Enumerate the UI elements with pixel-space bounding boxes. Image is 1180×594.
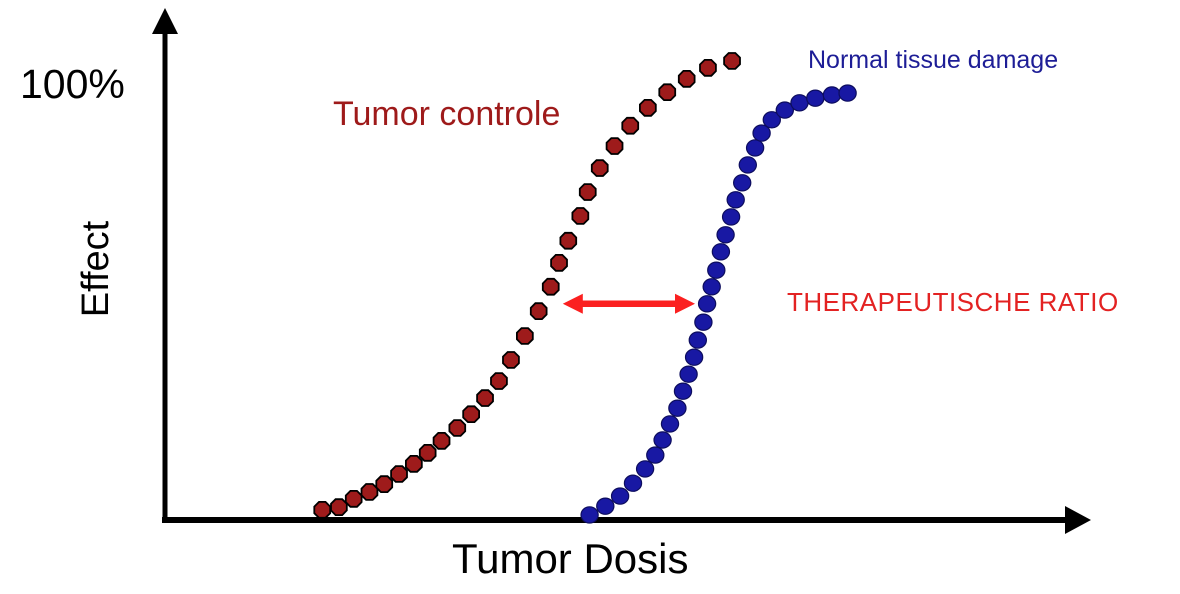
normal-tissue-series-label: Normal tissue damage [808,46,1059,74]
normal-tissue-dot [580,506,599,524]
ratio-arrowhead-right-icon [675,293,695,314]
therapeutic-ratio-label: THERAPEUTISCHE RATIO [787,287,1119,317]
tumor-controle-series-label: Tumor controle [333,95,561,133]
tumor-controle-dot [723,52,741,70]
normal-tissue-dot [596,497,615,515]
normal-tissue-dot [679,365,698,383]
tumor-controle-dot [330,498,348,516]
tumor-controle-dot [590,159,609,177]
tumor-controle-dot [502,351,520,369]
normal-tissue-dot [684,348,704,366]
tumor-controle-dot [605,137,624,155]
tumor-controle-dot [476,389,494,407]
tumor-controle-dot [390,465,408,483]
normal-tissue-dot [838,84,857,102]
normal-tissue-dot [711,243,731,261]
normal-tissue-dot [806,89,825,107]
normal-tissue-dot [653,431,672,449]
tumor-controle-dot [578,183,597,201]
tumor-controle-dot [559,231,578,250]
tumor-controle-dot [432,431,451,450]
x-axis-arrowhead-icon [1065,506,1091,534]
tumor-controle-dot [529,302,548,321]
tumor-controle-dot [490,372,508,390]
normal-tissue-dot [697,295,717,313]
tumor-controle-dot [448,419,467,437]
tumor-controle-dot [516,327,534,345]
normal-tissue-dot [668,399,687,417]
tumor-controle-dot [375,475,394,494]
tumor-controle-dot [404,454,423,473]
y-axis-arrowhead-icon [152,8,178,34]
normal-tissue-dot [688,331,708,349]
normal-tissue-dot [745,139,765,157]
x-axis-title: Tumor Dosis [452,535,689,582]
y-axis-title: Effect [75,220,117,318]
normal-tissue-dot [738,156,758,174]
normal-tissue-dot [635,460,655,478]
tumor-controle-series [313,52,741,519]
normal-tissue-dot [721,208,741,226]
tumor-controle-dot [699,59,717,77]
tumor-controle-dot [571,207,590,225]
normal-tissue-dot [733,174,752,192]
tumor-controle-dot [639,99,657,117]
tumor-controle-dot [550,253,568,272]
normal-tissue-dot [623,474,643,492]
normal-tissue-dot [775,101,795,119]
y-axis-max-tick-label: 100% [20,61,125,107]
normal-tissue-dot [707,261,726,279]
normal-tissue-dot [790,94,809,112]
normal-tissue-dot [762,111,782,129]
normal-tissue-dot [646,446,665,464]
normal-tissue-dot [610,487,630,505]
normal-tissue-series [580,84,857,524]
tumor-controle-dot [621,116,640,135]
tumor-controle-dot [344,489,363,508]
normal-tissue-dot [822,86,842,104]
normal-tissue-dot [673,382,693,400]
tumor-controle-dot [658,83,677,101]
normal-tissue-dot [726,191,745,209]
tumor-controle-dot [418,443,437,462]
normal-tissue-dot [702,278,721,296]
tumor-controle-dot [541,277,560,296]
ratio-arrowhead-left-icon [562,293,583,314]
tumor-controle-dot [360,483,379,501]
tumor-controle-dot [677,70,696,88]
normal-tissue-dot [716,226,735,244]
normal-tissue-dot [752,124,771,142]
normal-tissue-dot [694,313,713,331]
normal-tissue-dot [660,415,680,433]
therapeutic-ratio-arrow [562,293,695,314]
tumor-controle-dot [462,405,481,424]
tumor-controle-dot [313,500,332,519]
